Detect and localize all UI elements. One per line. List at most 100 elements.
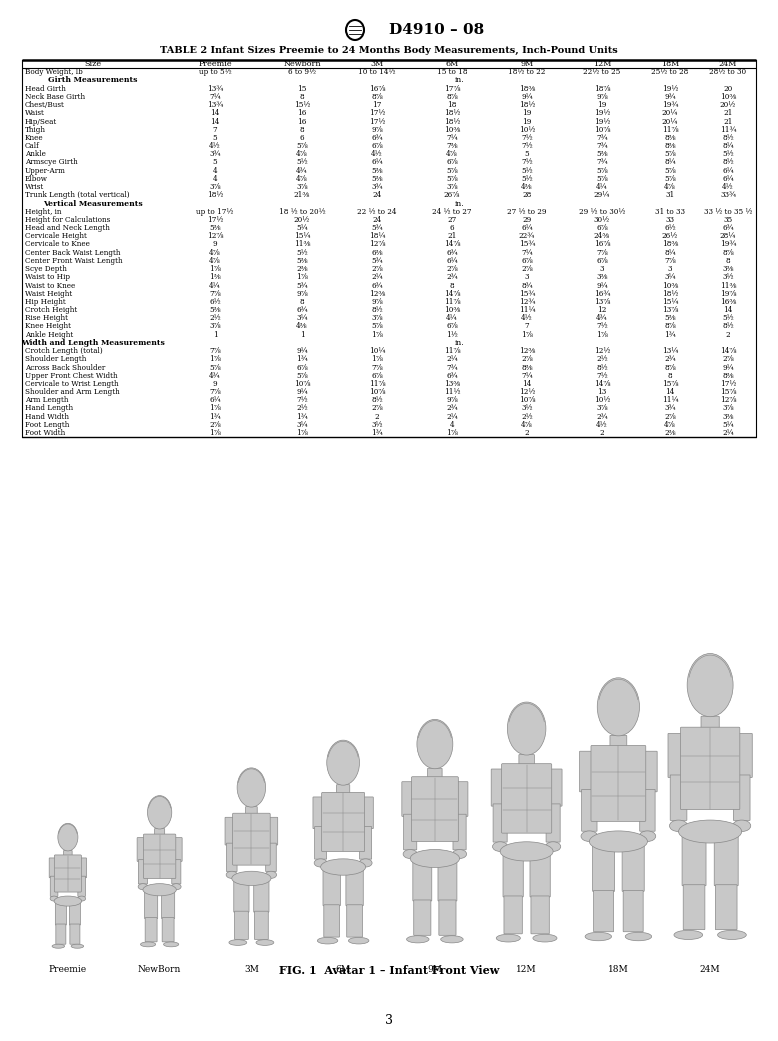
Text: 8⅜: 8⅜ [664, 134, 676, 142]
Ellipse shape [581, 831, 598, 841]
Text: 10⅞: 10⅞ [519, 397, 535, 404]
Text: 3⅞: 3⅞ [722, 405, 734, 412]
Text: 6¾: 6¾ [447, 249, 457, 257]
Text: Arm Length: Arm Length [25, 397, 68, 404]
Text: 9: 9 [212, 380, 217, 388]
Text: 14⅞: 14⅞ [443, 240, 461, 249]
Text: 5¾: 5¾ [371, 257, 383, 264]
FancyBboxPatch shape [404, 814, 417, 849]
Text: 12⅜: 12⅜ [369, 289, 385, 298]
Text: 18½: 18½ [519, 101, 535, 109]
Text: 24M: 24M [700, 965, 720, 974]
FancyBboxPatch shape [734, 775, 750, 820]
Text: Hand Length: Hand Length [25, 405, 73, 412]
Text: 18⅜: 18⅜ [662, 240, 678, 249]
Text: 17½: 17½ [720, 380, 736, 388]
Text: 12⅞: 12⅞ [369, 240, 385, 249]
Text: 8: 8 [726, 257, 731, 264]
Text: 6⅞: 6⅞ [446, 158, 458, 167]
Text: 3M: 3M [244, 965, 259, 974]
Text: Head Girth: Head Girth [25, 84, 66, 93]
Text: 16⅞: 16⅞ [369, 84, 385, 93]
FancyBboxPatch shape [78, 877, 86, 896]
Text: 13¾: 13¾ [207, 101, 223, 109]
Text: Waist Height: Waist Height [25, 289, 72, 298]
Ellipse shape [138, 884, 148, 890]
FancyBboxPatch shape [69, 900, 80, 925]
Text: 11½: 11½ [443, 388, 461, 396]
FancyBboxPatch shape [530, 850, 550, 897]
Text: Crotch Height: Crotch Height [25, 306, 77, 314]
Text: 8⅞: 8⅞ [664, 363, 676, 372]
Text: 8: 8 [300, 126, 304, 133]
Text: Shoulder and Arm Length: Shoulder and Arm Length [25, 388, 120, 396]
FancyBboxPatch shape [531, 896, 549, 934]
Text: 4¾: 4¾ [209, 372, 221, 380]
Text: 10½: 10½ [594, 397, 610, 404]
Text: 9⅞: 9⅞ [596, 93, 608, 101]
Text: 11⅜: 11⅜ [294, 240, 310, 249]
Text: 15 to 18: 15 to 18 [436, 69, 468, 76]
FancyBboxPatch shape [162, 889, 175, 918]
Text: 4⅞: 4⅞ [664, 421, 676, 429]
Text: 29 ½ to 30½: 29 ½ to 30½ [579, 208, 626, 215]
Text: 1⅞: 1⅞ [521, 331, 533, 338]
Text: 8½: 8½ [722, 158, 734, 167]
Text: 3: 3 [600, 265, 605, 273]
Text: Newborn: Newborn [283, 60, 321, 68]
Text: Hip/Seat: Hip/Seat [25, 118, 58, 126]
FancyBboxPatch shape [49, 858, 59, 878]
Text: TABLE 2 Infant Sizes Preemie to 24 Months Body Measurements, Inch-Pound Units: TABLE 2 Infant Sizes Preemie to 24 Month… [160, 46, 618, 54]
Text: 21: 21 [724, 118, 733, 126]
FancyBboxPatch shape [358, 797, 373, 829]
Text: Hip Height: Hip Height [25, 298, 66, 306]
FancyBboxPatch shape [682, 831, 706, 886]
FancyBboxPatch shape [412, 777, 458, 841]
Text: 17½: 17½ [369, 118, 385, 126]
Text: 7⅞: 7⅞ [209, 289, 221, 298]
Text: 10 to 14½: 10 to 14½ [358, 69, 396, 76]
Text: Thigh: Thigh [25, 126, 46, 133]
Text: 19: 19 [598, 101, 607, 109]
Text: 19: 19 [522, 109, 531, 118]
Text: 12⅞: 12⅞ [720, 397, 736, 404]
Text: 18½: 18½ [443, 118, 461, 126]
Text: 15: 15 [297, 84, 307, 93]
Text: 21: 21 [447, 232, 457, 240]
Text: 15⅞: 15⅞ [720, 388, 736, 396]
Text: 11⅞: 11⅞ [369, 380, 385, 388]
Text: 24: 24 [373, 215, 382, 224]
Text: 3¾: 3¾ [371, 183, 383, 192]
Text: 7¾: 7¾ [596, 143, 608, 150]
Text: 10⅞: 10⅞ [594, 126, 610, 133]
Text: 5⅞: 5⅞ [664, 175, 676, 183]
Text: 2½: 2½ [521, 412, 533, 421]
FancyBboxPatch shape [622, 841, 644, 891]
FancyBboxPatch shape [54, 855, 82, 892]
Text: 13¾: 13¾ [207, 84, 223, 93]
Text: 18½: 18½ [662, 289, 678, 298]
Text: Body Weight, lb: Body Weight, lb [25, 69, 82, 76]
Ellipse shape [314, 859, 327, 867]
Text: 3⅜: 3⅜ [722, 412, 734, 421]
Text: 16⅜: 16⅜ [720, 298, 736, 306]
Text: 1⅞: 1⅞ [209, 355, 221, 363]
Text: 4¾: 4¾ [296, 167, 308, 175]
FancyBboxPatch shape [546, 804, 560, 842]
Text: 4⅞: 4⅞ [209, 249, 221, 257]
Text: 3⅜: 3⅜ [596, 274, 608, 281]
Text: 9: 9 [212, 240, 217, 249]
Ellipse shape [417, 719, 453, 768]
Text: 6¾: 6¾ [371, 281, 383, 289]
FancyBboxPatch shape [638, 752, 657, 792]
Text: 2¾: 2¾ [447, 274, 457, 281]
Text: 20¼: 20¼ [662, 109, 678, 118]
Text: 4⅞: 4⅞ [446, 150, 458, 158]
Text: 7½: 7½ [521, 158, 533, 167]
Text: 8¾: 8¾ [521, 281, 533, 289]
Text: 5½: 5½ [722, 150, 734, 158]
Text: 9¼: 9¼ [596, 281, 608, 289]
Ellipse shape [717, 931, 746, 939]
Text: 6¾: 6¾ [296, 306, 308, 314]
Text: 3¾: 3¾ [664, 405, 676, 412]
